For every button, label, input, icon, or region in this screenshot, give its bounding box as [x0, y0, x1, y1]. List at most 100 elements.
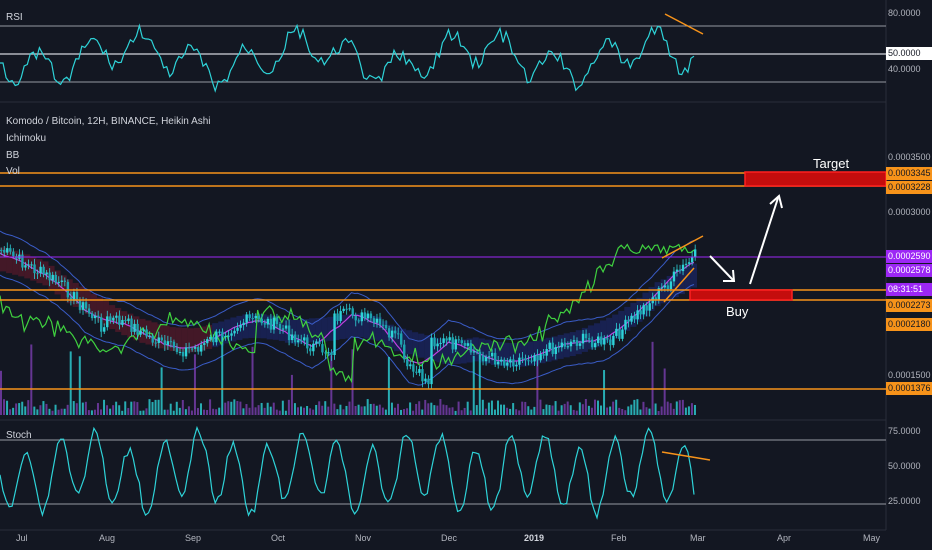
volume-bar	[27, 400, 30, 415]
volume-bar	[115, 401, 118, 415]
cloud-segment	[151, 322, 158, 347]
volume-bar	[54, 404, 57, 415]
volume-bar	[75, 403, 78, 415]
cloud-segment	[418, 333, 425, 358]
volume-bar	[548, 405, 551, 415]
indicator-vol[interactable]: Vol	[6, 166, 20, 177]
volume-bar	[196, 408, 199, 415]
volume-bar	[33, 406, 36, 415]
bb-basis-line	[0, 252, 695, 364]
price-tick-0001500: 0.0001500	[888, 370, 931, 380]
candle-body	[512, 359, 515, 367]
candle-body	[196, 347, 200, 352]
cloud-segment	[672, 273, 679, 298]
candle-body	[563, 342, 567, 347]
cloud-segment	[612, 314, 619, 339]
candle-body	[215, 331, 218, 343]
candle-body	[375, 318, 379, 323]
candle-body	[6, 248, 9, 253]
volume-bar	[200, 403, 203, 415]
volume-bar	[421, 409, 424, 415]
volume-bar	[654, 403, 657, 415]
candle-body	[487, 356, 491, 358]
candle-body	[42, 266, 45, 275]
cloud-segment	[600, 320, 607, 345]
volume-bar	[18, 403, 21, 415]
volume-bar	[545, 404, 548, 415]
candle-body	[439, 342, 442, 344]
candle-body	[63, 280, 67, 282]
volume-bar	[315, 404, 318, 415]
volume-bar	[569, 405, 572, 415]
volume-bar	[630, 404, 633, 415]
candle-body	[209, 336, 212, 340]
candle-body	[666, 285, 670, 290]
volume-bar	[363, 406, 366, 415]
cloud-segment	[496, 341, 504, 366]
candle-body	[290, 334, 294, 341]
volume-bar	[445, 405, 448, 415]
candle-body	[687, 262, 691, 264]
candle-body	[315, 341, 318, 344]
cloud-segment	[266, 315, 273, 340]
wedge-lower-line	[663, 267, 695, 303]
volume-bar	[369, 403, 372, 415]
volume-bar	[339, 404, 342, 415]
candle-body	[615, 328, 618, 336]
volume-bar	[224, 402, 227, 415]
candle-body	[293, 334, 297, 343]
candle-body	[93, 315, 97, 319]
candle-body	[324, 352, 327, 354]
volume-bar	[12, 407, 15, 415]
cloud-segment	[60, 275, 67, 300]
volume-bar	[660, 406, 663, 415]
volume-bar	[24, 406, 27, 415]
candle-body	[124, 319, 127, 322]
cloud-segment	[581, 327, 588, 352]
candle-body	[351, 308, 354, 316]
candle-body	[642, 305, 645, 315]
volume-bar	[493, 409, 496, 415]
volume-bar	[406, 408, 409, 415]
cloud-segment	[448, 340, 455, 365]
volume-bar	[387, 357, 390, 415]
cloud-segment	[406, 330, 413, 355]
volume-bar	[345, 405, 348, 415]
volume-bar	[606, 407, 609, 415]
cloud-segment	[424, 335, 431, 360]
cloud-segment	[169, 327, 176, 352]
cloud-segment	[103, 301, 110, 326]
candle-body	[248, 314, 251, 319]
volume-bar	[106, 405, 109, 415]
volume-bar	[487, 402, 490, 415]
volume-bar	[45, 403, 48, 415]
volume-bar	[193, 354, 196, 415]
candle-body	[445, 338, 448, 341]
volume-bar	[466, 401, 469, 415]
cloud-segment	[527, 341, 534, 366]
candle-body	[30, 264, 33, 266]
volume-bar	[390, 402, 393, 415]
volume-bar	[515, 409, 518, 415]
candle-body	[342, 308, 345, 312]
candle-body	[496, 361, 500, 365]
price-tag-0002590: 0.0002590	[886, 250, 932, 263]
candle-body	[545, 348, 548, 356]
volume-bar	[306, 406, 309, 415]
candle-body	[433, 337, 436, 347]
cloud-segment	[78, 286, 85, 311]
candle-body	[587, 338, 591, 340]
indicator-ichimoku[interactable]: Ichimoku	[6, 133, 47, 144]
candle-body	[393, 330, 397, 334]
candle-body	[360, 312, 364, 322]
cloud-segment	[539, 339, 546, 364]
volume-bar	[221, 335, 224, 415]
cloud-segment	[109, 305, 116, 330]
candle-body	[415, 371, 418, 373]
candle-body	[339, 311, 342, 321]
volume-bar	[551, 405, 554, 415]
candle-body	[178, 351, 182, 353]
stoch-tick-25: 25.0000	[888, 496, 921, 506]
indicator-bb[interactable]: BB	[6, 150, 20, 161]
candle-body	[221, 331, 224, 337]
